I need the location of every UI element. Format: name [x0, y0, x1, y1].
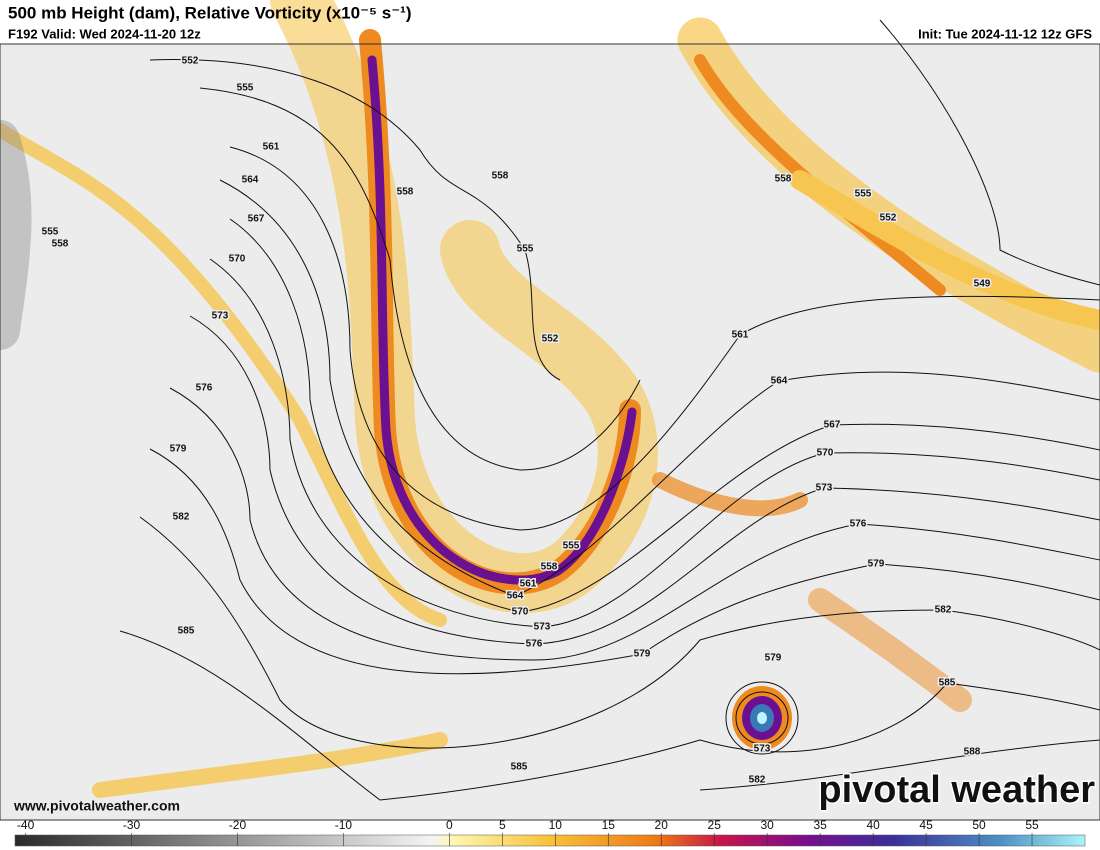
colorbar-tick-label: -10: [335, 818, 353, 832]
colorbar-tick-label: 45: [919, 818, 933, 832]
watermark: pivotal weather: [818, 769, 1095, 811]
map-background: [0, 44, 1100, 820]
colorbar-tick-label: 15: [602, 818, 616, 832]
contour-label: 582: [749, 775, 766, 786]
colorbar-tick-label: 50: [972, 818, 986, 832]
contour-label: 570: [229, 254, 246, 265]
contour-label: 558: [397, 187, 414, 198]
colorbar-tick-label: -20: [229, 818, 247, 832]
colorbar-tick-label: 0: [446, 818, 453, 832]
vorticity-shading: [0, 0, 1100, 798]
contour-label: 564: [507, 591, 524, 602]
valid-time: F192 Valid: Wed 2024-11-20 12z: [8, 26, 201, 41]
colorbar-tick-label: 30: [760, 818, 774, 832]
colorbar-tick-label: 35: [813, 818, 827, 832]
contour-label: 585: [939, 678, 956, 689]
colorbar-tick-label: -40: [17, 818, 35, 832]
contour-label: 570: [512, 607, 529, 618]
contour-label: 579: [765, 653, 782, 664]
colorbar-tick-label: 20: [655, 818, 669, 832]
init-time: Init: Tue 2024-11-12 12z GFS: [918, 26, 1092, 41]
contour-label: 567: [248, 214, 265, 225]
site-url: www.pivotalweather.com: [13, 798, 180, 814]
contour-label: 561: [732, 330, 749, 341]
colorbar-tick-label: 5: [499, 818, 506, 832]
contour-label: 558: [492, 171, 509, 182]
contour-label: 564: [242, 175, 259, 186]
contour-label: 552: [182, 56, 199, 67]
contour-label: 573: [534, 622, 551, 633]
contour-label: 582: [935, 605, 952, 616]
title: 500 mb Height (dam), Relative Vorticity …: [8, 3, 412, 22]
contour-label: 576: [526, 639, 543, 650]
colorbar-ticks: -40 -30 -20 -10 0 5 10 15 20 25 30 35 40 45 50 55: [17, 818, 1039, 846]
colorbar-tick-label: 10: [549, 818, 563, 832]
contour-label: 558: [775, 174, 792, 185]
contour-label: 576: [850, 519, 867, 530]
contour-label: 555: [855, 189, 872, 200]
hurricane: [732, 686, 792, 750]
contour-label: 555: [42, 227, 59, 238]
contour-label: 555: [237, 83, 254, 94]
height-contours: [119, 19, 1100, 801]
contour-label: 549: [974, 279, 991, 290]
contour-label: 573: [212, 311, 229, 322]
contour-label: 558: [52, 239, 69, 250]
contour-label: 567: [824, 420, 841, 431]
contour-label: 555: [517, 244, 534, 255]
colorbar-tick-label: 25: [708, 818, 722, 832]
contour-label: 573: [754, 744, 771, 755]
colorbar-tick-label: -30: [123, 818, 141, 832]
contour-label: 579: [170, 444, 187, 455]
contour-label: 555: [563, 541, 580, 552]
contour-label: 564: [771, 376, 788, 387]
contour-label: 582: [173, 512, 190, 523]
map-frame: [0, 43, 1100, 821]
contour-label: 561: [520, 579, 537, 590]
contour-label: 558: [541, 562, 558, 573]
contour-label: 579: [868, 559, 885, 570]
colorbar-tick-label: 40: [866, 818, 880, 832]
contour-label: 576: [196, 383, 213, 394]
contour-label: 570: [817, 448, 834, 459]
colorbar-tick-label: 55: [1025, 818, 1039, 832]
contour-label: 579: [634, 649, 651, 660]
contour-label: 561: [263, 142, 280, 153]
contour-label: 585: [511, 762, 528, 773]
contour-label: 552: [542, 334, 559, 345]
colorbar: [14, 834, 1086, 847]
contour-label: 588: [964, 747, 981, 758]
contour-label: 573: [816, 483, 833, 494]
contour-label: 552: [880, 213, 897, 224]
map-labels: 5525555615645675705735765795825855585585…: [40, 54, 992, 787]
contour-label: 585: [178, 626, 195, 637]
